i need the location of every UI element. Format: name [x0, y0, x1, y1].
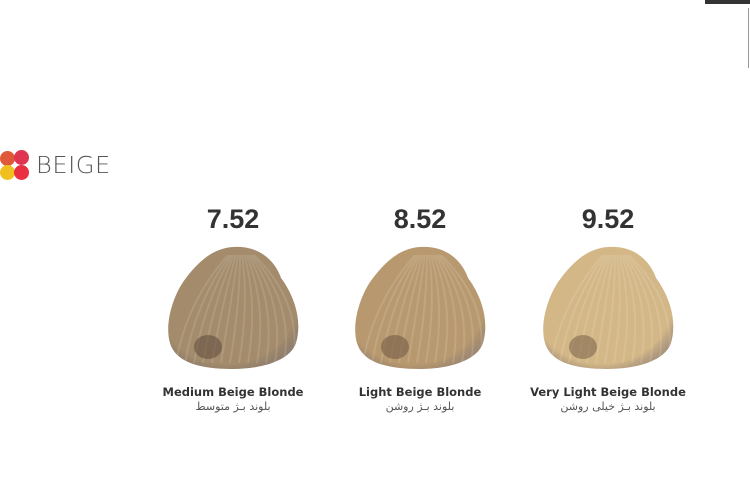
shade-name-fa: بلوند بـژ روشن: [385, 400, 455, 413]
hair-swatch: [166, 243, 300, 371]
brand-label: BEIGE: [36, 153, 111, 179]
shade-card: 7.52 Medium Beige Blonde بلوند بـژ متوسط: [138, 203, 328, 413]
brand-logo: BEIGE: [0, 150, 110, 182]
edge-artifact: [746, 8, 749, 68]
shade-name: Medium Beige Blonde: [162, 385, 304, 399]
hair-swatch: [541, 243, 675, 371]
shade-name: Light Beige Blonde: [358, 385, 482, 399]
shade-code: 9.52: [581, 204, 635, 234]
shade-card: 8.52 Light Beige Blonde بلوند بـژ روشن: [325, 203, 515, 413]
shade-code: 7.52: [206, 204, 260, 234]
shade-code: 8.52: [393, 204, 447, 234]
shade-name: Very Light Beige Blonde: [530, 385, 686, 399]
corner-artifact: [705, 0, 750, 4]
shade-name-fa: بلوند بـژ متوسط: [195, 400, 271, 413]
shade-card: 9.52 Very Light Beige Blonde بلوند بـژ خ…: [513, 203, 703, 413]
shade-name-fa: بلوند بـژ خیلی روشن: [560, 400, 656, 413]
logo-mark-icon: [0, 150, 32, 182]
hair-swatch: [353, 243, 487, 371]
